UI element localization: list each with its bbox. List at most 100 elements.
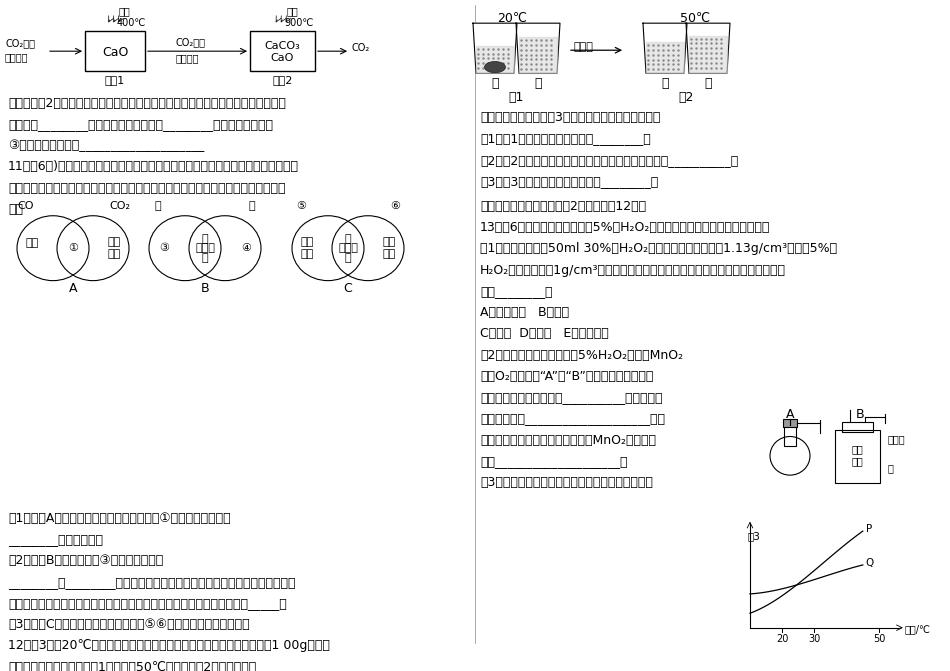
Text: （3）观察C图，从物质分类上写出符合⑤⑥的物质的化学式＿、＿．: （3）观察C图，从物质分类上写出符合⑤⑥的物质的化学式＿、＿． xyxy=(8,618,250,631)
Text: ④: ④ xyxy=(241,243,251,253)
Text: ③: ③ xyxy=(159,243,169,253)
Text: ⑤: ⑤ xyxy=(296,201,306,211)
Text: 域表示它们的共同特征（相似点），重辭区域以外的部分表示它们的独有特征（不同: 域表示它们的共同特征（相似点），重辭区域以外的部分表示它们的独有特征（不同 xyxy=(8,182,286,195)
Text: 为确定步骤2中的碳酸馒是否完全分解，设计的实验步骤为：取少量固体于试管中，: 为确定步骤2中的碳酸馒是否完全分解，设计的实验步骤为：取少量固体于试管中， xyxy=(8,97,286,109)
Text: 13．（6分）同学们在实验室用5%的H₂O₂溶液制取氧气并进行氧气性质实验。: 13．（6分）同学们在实验室用5%的H₂O₂溶液制取氧气并进行氧气性质实验。 xyxy=(480,221,770,234)
Text: （3）图3中表示乙的溶解度曲线是________；: （3）图3中表示乙的溶解度曲线是________； xyxy=(480,174,658,188)
Text: 光照: 光照 xyxy=(287,7,298,16)
Bar xyxy=(835,429,880,483)
Text: （1）观察A图，从组成角度写出与上图区域①相对应的适当内容: （1）观察A图，从组成角度写出与上图区域①相对应的适当内容 xyxy=(8,512,231,525)
Bar xyxy=(784,425,796,446)
Bar xyxy=(250,31,315,72)
Text: 含: 含 xyxy=(345,234,352,244)
Text: CO₂含量: CO₂含量 xyxy=(5,39,35,48)
Text: （2）气体制备：用配制好的5%H₂O₂溶液和MnO₂: （2）气体制备：用配制好的5%H₂O₂溶液和MnO₂ xyxy=(480,349,683,362)
Text: （2）观察B图，写出符合③的酸的化学性质: （2）观察B图，写出符合③的酸的化学性质 xyxy=(8,554,163,567)
Text: 元素: 元素 xyxy=(382,249,395,259)
Text: 物质的溶解度曲线如图3。请结合图示回答下列问题：: 物质的溶解度曲线如图3。请结合图示回答下列问题： xyxy=(480,111,660,124)
Polygon shape xyxy=(519,37,557,73)
Text: 步骤1: 步骤1 xyxy=(104,75,125,85)
Polygon shape xyxy=(643,23,687,73)
Text: 步骤2: 步骤2 xyxy=(273,75,293,85)
Text: 酸: 酸 xyxy=(155,201,162,211)
Text: CO₂含量: CO₂含量 xyxy=(176,38,205,48)
Text: 30: 30 xyxy=(808,633,821,643)
Text: ________．（填一点）: ________．（填一点） xyxy=(8,533,103,546)
Text: ________、________．（填两点）还可看出酸和硷都能与某些盐发生反应，: ________、________．（填两点）还可看出酸和硷都能与某些盐发生反应… xyxy=(8,576,295,588)
Text: 50℃: 50℃ xyxy=(680,11,710,25)
Text: 木炭: 木炭 xyxy=(851,456,863,466)
Text: A．托盘天平   B．烧杯: A．托盘天平 B．烧杯 xyxy=(480,306,569,319)
Text: 应: 应 xyxy=(201,253,208,263)
Text: 50: 50 xyxy=(873,633,885,643)
Text: 两种: 两种 xyxy=(300,238,314,248)
Text: A: A xyxy=(786,407,794,421)
Text: 素: 素 xyxy=(345,253,352,263)
Text: （1）图1中一定为饱和溶液的是________。: （1）图1中一定为饱和溶液的是________。 xyxy=(480,132,651,146)
Text: 900℃: 900℃ xyxy=(284,18,314,28)
Ellipse shape xyxy=(484,62,505,72)
Text: 图3: 图3 xyxy=(748,531,761,541)
Text: Q: Q xyxy=(865,558,874,568)
Text: 中的________。: 中的________。 xyxy=(480,285,553,298)
Text: 高的空气: 高的空气 xyxy=(5,52,28,62)
Text: H₂O₂溶液（密度为1g/cm³）。溶液配制过程中，除用到玻璃棒外还需用到下列他器: H₂O₂溶液（密度为1g/cm³）。溶液配制过程中，除用到玻璃棒外还需用到下列他… xyxy=(480,264,786,276)
Text: 20: 20 xyxy=(776,633,788,643)
Text: C．漏斗  D．量筒   E．胶头滴管: C．漏斗 D．量筒 E．胶头滴管 xyxy=(480,327,609,340)
Text: 水: 水 xyxy=(888,464,894,474)
Text: 升温至: 升温至 xyxy=(573,42,593,52)
Text: C: C xyxy=(344,282,352,295)
Text: 光照: 光照 xyxy=(119,7,131,16)
Polygon shape xyxy=(516,23,560,73)
Text: 硷: 硷 xyxy=(249,201,256,211)
Text: B: B xyxy=(200,282,209,295)
Text: 化学方程式为____________________。待: 化学方程式为____________________。待 xyxy=(480,413,665,425)
Text: 乙: 乙 xyxy=(704,77,712,91)
Text: 请你写出既能与盐酸反应，又能与營石灰发生化学反应一种盐的化学式为_____．: 请你写出既能与盐酸反应，又能与營石灰发生化学反应一种盐的化学式为_____． xyxy=(8,597,287,610)
Text: CO₂: CO₂ xyxy=(109,201,130,211)
Text: P: P xyxy=(865,524,872,534)
Text: 甲: 甲 xyxy=(661,77,669,91)
Text: 低的空气: 低的空气 xyxy=(176,53,199,63)
Text: 点）: 点） xyxy=(8,203,23,216)
Text: （2）图2中甲、乙两溶液中溶质质量分数的大小关系为__________，: （2）图2中甲、乙两溶液中溶质质量分数的大小关系为__________， xyxy=(480,154,738,166)
Text: CaO: CaO xyxy=(102,46,128,58)
Bar xyxy=(85,31,145,72)
Text: ⑥: ⑥ xyxy=(390,201,400,211)
Polygon shape xyxy=(646,42,684,73)
Text: 有毒: 有毒 xyxy=(26,238,39,248)
Polygon shape xyxy=(686,23,730,73)
Text: 三种: 三种 xyxy=(382,238,395,248)
Text: 三、实验与探究（本题包括2小题，共脗12分）: 三、实验与探究（本题包括2小题，共脗12分） xyxy=(480,200,646,213)
Text: 400℃: 400℃ xyxy=(117,18,146,28)
Text: 些盐反: 些盐反 xyxy=(195,243,215,253)
Text: 11．（6分)归纳总结对比分析是学习化学常用的科学方法，如图所示：两圆重辭的区: 11．（6分)归纳总结对比分析是学习化学常用的科学方法，如图所示：两圆重辭的区 xyxy=(8,160,299,173)
Text: 20℃: 20℃ xyxy=(497,11,527,25)
Text: 乙: 乙 xyxy=(534,77,542,91)
Text: ③上述设想的优点有____________________: ③上述设想的优点有____________________ xyxy=(8,139,204,152)
Text: 图2: 图2 xyxy=(678,91,694,104)
Bar xyxy=(783,419,797,427)
Text: 有氧元: 有氧元 xyxy=(338,243,358,253)
Text: 滴加过量________溶液，若观察到试管内________，则分解不完全。: 滴加过量________溶液，若观察到试管内________，则分解不完全。 xyxy=(8,118,273,131)
Text: 一套，并说明选择的理由__________，该反应的: 一套，并说明选择的理由__________，该反应的 xyxy=(480,391,662,404)
Text: 温度/℃: 温度/℃ xyxy=(905,623,931,633)
Text: 可以: 可以 xyxy=(107,238,121,248)
Text: （1）溶液配制：甅50ml 30%的H₂O₂溶液制取氧气（密度为1.13g/cm³）配刔5%的: （1）溶液配制：甅50ml 30%的H₂O₂溶液制取氧气（密度为1.13g/cm… xyxy=(480,242,837,256)
Text: 氧气: 氧气 xyxy=(851,444,863,454)
Text: 杯中，充分搞拌后现象如图1，加热到50℃时现象如图2，甲、乙两种: 杯中，充分搞拌后现象如图1，加热到50℃时现象如图2，甲、乙两种 xyxy=(8,660,256,671)
Text: 灭火: 灭火 xyxy=(107,249,121,259)
Text: ①: ① xyxy=(68,243,78,253)
Text: CO₂: CO₂ xyxy=(352,44,370,53)
Text: （3）性质实验：小明用收集好的氧气，进行了下面: （3）性质实验：小明用收集好的氧气，进行了下面 xyxy=(480,476,653,489)
Text: 元素: 元素 xyxy=(300,249,314,259)
Text: 图1: 图1 xyxy=(508,91,523,104)
Text: 12．（3分）20℃时，将等质量的甲、乙两种固体物质，分别加入到盛有1 00g水的烧: 12．（3分）20℃时，将等质量的甲、乙两种固体物质，分别加入到盛有1 00g水… xyxy=(8,639,330,652)
Text: 细铁丝: 细铁丝 xyxy=(888,435,905,445)
Text: CaO: CaO xyxy=(271,53,294,63)
Bar xyxy=(842,422,873,431)
Text: 某: 某 xyxy=(201,234,208,244)
Polygon shape xyxy=(473,23,517,73)
Polygon shape xyxy=(476,46,514,73)
Text: CaCO₃: CaCO₃ xyxy=(265,42,300,52)
